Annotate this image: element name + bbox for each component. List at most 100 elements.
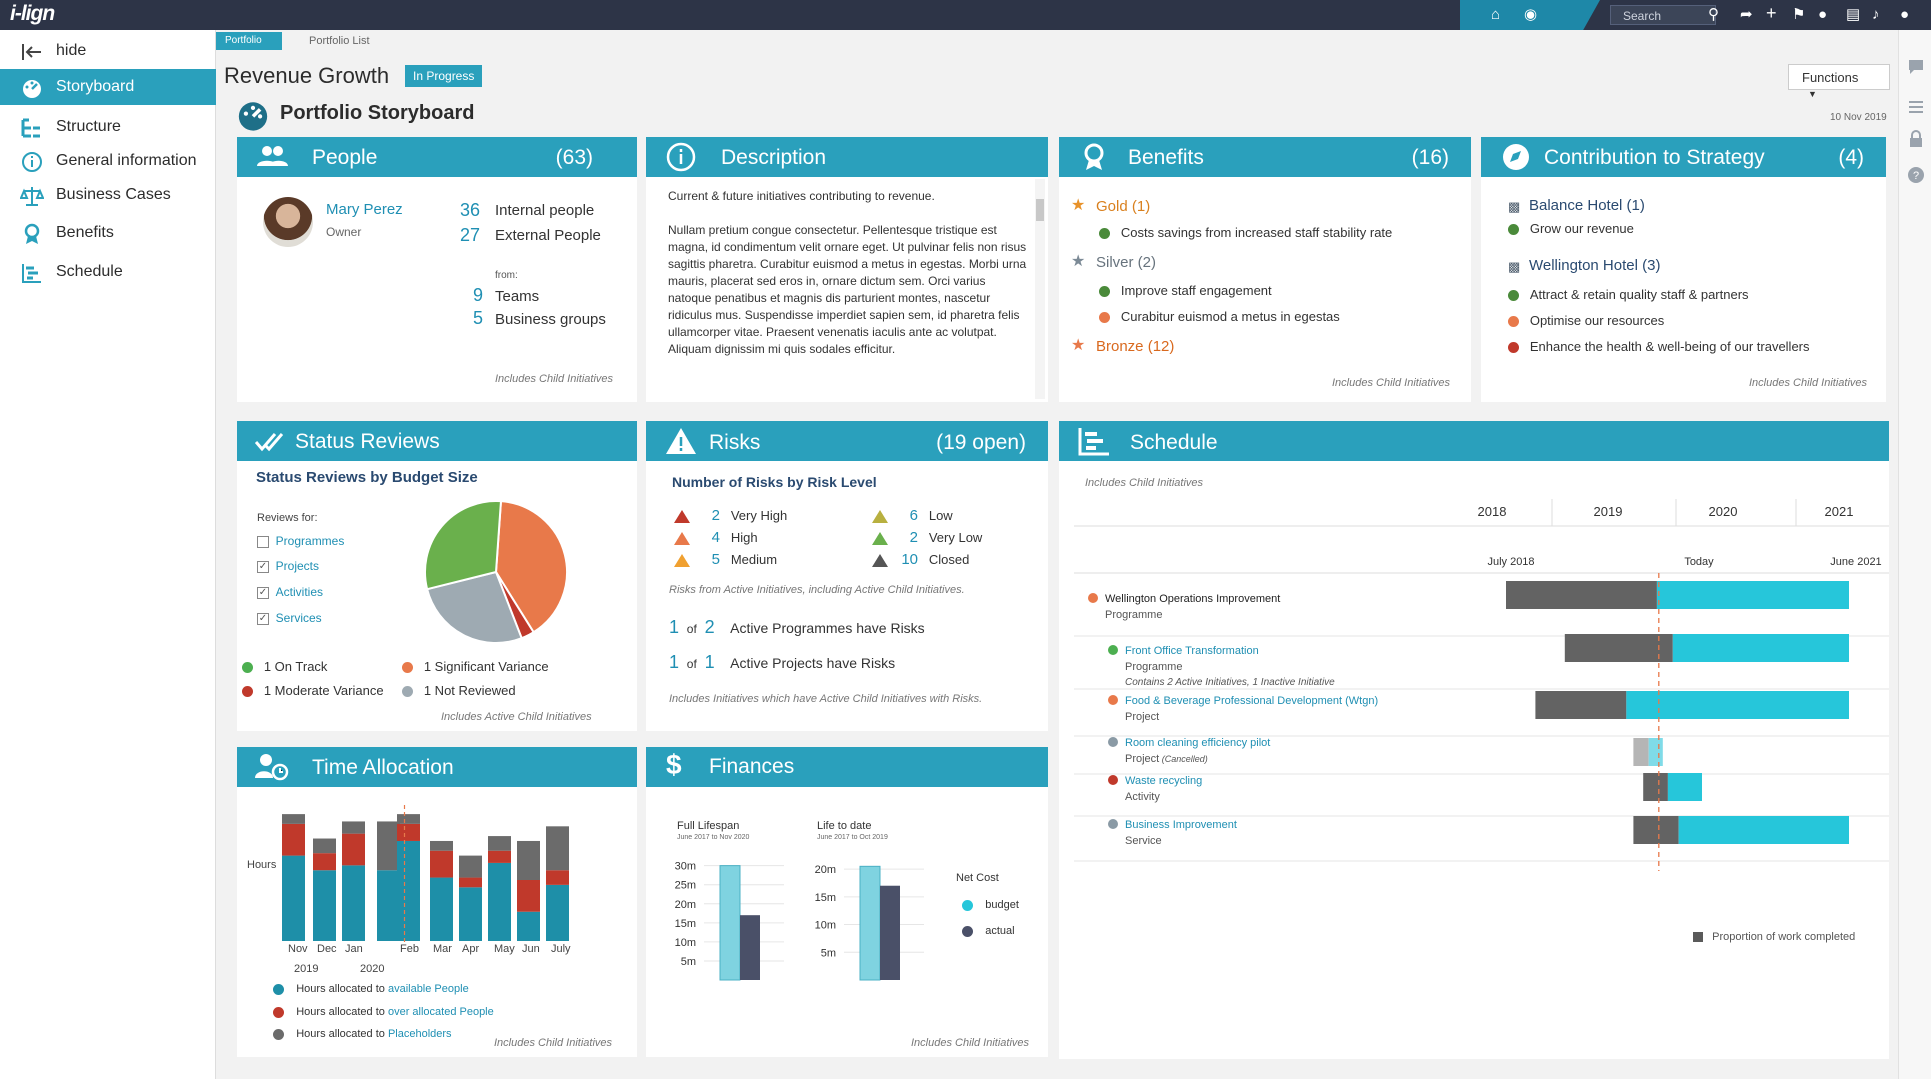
chat-icon[interactable]: ● <box>1818 6 1828 23</box>
share-icon[interactable]: ➦ <box>1740 6 1753 23</box>
sidebar-item-structure[interactable]: Structure <box>0 109 216 145</box>
benefits-gold-item[interactable]: Costs savings from increased staff stabi… <box>1099 225 1392 240</box>
finances-header[interactable]: $ Finances <box>646 747 1048 787</box>
risks-subtitle: Number of Risks by Risk Level <box>672 474 877 490</box>
risk-level-count[interactable]: 5 <box>711 551 720 568</box>
filter-services[interactable]: ✓ Services <box>257 611 322 625</box>
full-lifespan-chart[interactable]: 30m 25m 20m 15m 10m 5m <box>666 852 786 1002</box>
strategy-item[interactable]: Optimise our resources <box>1508 313 1664 328</box>
right-tool-bar: ? <box>1898 30 1931 1079</box>
risk-level-count[interactable]: 4 <box>711 529 720 546</box>
time-allocation-header[interactable]: Time Allocation <box>237 747 637 787</box>
benefits-silver-item-1[interactable]: Improve staff engagement <box>1099 283 1272 298</box>
risk-level-count[interactable]: 2 <box>909 529 918 546</box>
checkbox-checked[interactable]: ✓ <box>257 586 269 599</box>
status-dot <box>1099 228 1110 240</box>
strategy-item[interactable]: Enhance the health & well-being of our t… <box>1508 339 1810 354</box>
schedule-gantt[interactable]: 2018 2019 2020 2021 July 2018 Today June 2021 W… <box>1059 471 1889 1011</box>
external-count[interactable]: 27 <box>460 225 481 245</box>
sidebar-item-hide[interactable]: hide <box>0 33 216 69</box>
breadcrumb-portfolio-list[interactable]: Portfolio List <box>309 35 370 47</box>
completed-bar <box>1564 634 1673 662</box>
schedule-header[interactable]: Schedule <box>1059 421 1889 461</box>
help-icon[interactable]: ? <box>1907 166 1925 184</box>
year-label: 2020 <box>1709 504 1738 519</box>
home-icon[interactable]: ⌂ <box>1491 6 1501 23</box>
add-icon[interactable]: + <box>1766 3 1777 23</box>
breadcrumb-portfolio[interactable]: Portfolio <box>216 32 282 50</box>
life-to-date-chart[interactable]: 20m 15m 10m 5m <box>806 852 926 1002</box>
avatar[interactable] <box>263 197 313 247</box>
legend-text: 1 Moderate Variance <box>263 683 384 698</box>
sidebar-item-schedule[interactable]: Schedule <box>0 254 216 290</box>
risks-header[interactable]: Risks (19 open) <box>646 421 1048 461</box>
functions-dropdown[interactable]: Functions ▼ <box>1788 64 1890 99</box>
person-name[interactable]: Mary Perez <box>326 201 403 218</box>
app-logo[interactable]: i-lign <box>10 2 55 25</box>
sidebar-item-benefits[interactable]: Benefits <box>0 215 216 251</box>
benefits-silver[interactable]: Silver (2) <box>1096 254 1157 271</box>
user-icon[interactable]: ● <box>1900 6 1910 23</box>
functions-label: Functions <box>1802 70 1859 85</box>
bookmark-icon[interactable]: ⚑ <box>1792 6 1806 23</box>
strategy-item[interactable]: Attract & retain quality staff & partner… <box>1508 287 1749 302</box>
strategy-heading-2[interactable]: Wellington Hotel (3) <box>1529 257 1661 274</box>
risk-level-count[interactable]: 2 <box>711 507 720 524</box>
teams-count[interactable]: 9 <box>473 285 484 305</box>
risk-projects-summary[interactable]: 1 of 1 Active Projects have Risks <box>669 652 895 673</box>
search-input[interactable]: Search <box>1610 5 1716 25</box>
internal-count[interactable]: 36 <box>460 200 481 220</box>
status-reviews-card: Status Reviews Status Reviews by Budget … <box>237 421 637 731</box>
search-icon[interactable]: ⚲ <box>1708 6 1719 23</box>
scrollbar-thumb[interactable] <box>1036 199 1044 221</box>
lock-icon[interactable] <box>1907 130 1925 148</box>
status-pie-chart[interactable] <box>423 499 569 645</box>
legend-link[interactable]: over allocated People <box>387 1006 494 1018</box>
filter-activities[interactable]: ✓ Activities <box>257 585 323 599</box>
legend-link[interactable]: available People <box>387 983 469 995</box>
remaining-bar <box>1667 773 1702 801</box>
bell-icon[interactable]: ♪ <box>1872 6 1880 23</box>
status-reviews-header[interactable]: Status Reviews <box>237 421 637 461</box>
benefits-title: Benefits <box>1128 146 1204 169</box>
risks-title: Risks <box>709 431 761 454</box>
risk-programmes-summary[interactable]: 1 of 2 Active Programmes have Risks <box>669 617 925 638</box>
checkbox-checked[interactable]: ✓ <box>257 560 269 573</box>
sidebar-item-business-cases[interactable]: Business Cases <box>0 177 216 213</box>
benefits-bronze[interactable]: Bronze (12) <box>1096 338 1175 355</box>
time-allocation-chart[interactable] <box>277 805 607 945</box>
strategy-title: Contribution to Strategy <box>1544 146 1765 169</box>
description-scrollbar[interactable] <box>1035 179 1045 399</box>
finances-title: Finances <box>709 755 795 778</box>
info-icon <box>22 152 42 172</box>
groups-count[interactable]: 5 <box>473 308 484 328</box>
status-dot <box>1099 312 1110 324</box>
people-header[interactable]: People (63) <box>237 137 637 177</box>
description-header[interactable]: Description <box>646 137 1048 177</box>
bar-segment <box>430 877 453 941</box>
checkbox-checked[interactable]: ✓ <box>257 612 269 625</box>
benefits-header[interactable]: Benefits (16) <box>1059 137 1471 177</box>
description-intro: Current & future initiatives contributin… <box>668 189 935 203</box>
legend-link[interactable]: Placeholders <box>387 1028 452 1040</box>
sidebar-item-storyboard[interactable]: Storyboard <box>0 69 216 105</box>
comments-icon[interactable] <box>1907 58 1925 76</box>
sidebar-item-general-information[interactable]: General information <box>0 143 216 179</box>
checkbox[interactable] <box>257 535 269 548</box>
strategy-header[interactable]: Contribution to Strategy (4) <box>1481 137 1886 177</box>
filter-projects[interactable]: ✓ Projects <box>257 559 319 573</box>
risk-level-count[interactable]: 6 <box>909 507 918 524</box>
strategy-item[interactable]: Grow our revenue <box>1508 221 1634 236</box>
globe-icon[interactable]: ◉ <box>1524 6 1538 23</box>
people-title: People <box>312 146 378 169</box>
document-icon[interactable]: ▤ <box>1846 6 1861 23</box>
sidebar-item-label: Benefits <box>56 224 114 241</box>
list-icon[interactable] <box>1907 98 1925 116</box>
benefits-gold[interactable]: Gold (1) <box>1096 198 1151 215</box>
strategy-heading-1[interactable]: Balance Hotel (1) <box>1529 197 1645 214</box>
benefits-silver-item-2[interactable]: Curabitur euismod a metus in egestas <box>1099 309 1340 324</box>
risk-level-count[interactable]: 10 <box>901 551 918 568</box>
initiative-name: Waste recycling <box>1125 775 1202 787</box>
filter-programmes[interactable]: Programmes <box>257 534 344 548</box>
arrow-left-bar-icon <box>22 44 41 60</box>
